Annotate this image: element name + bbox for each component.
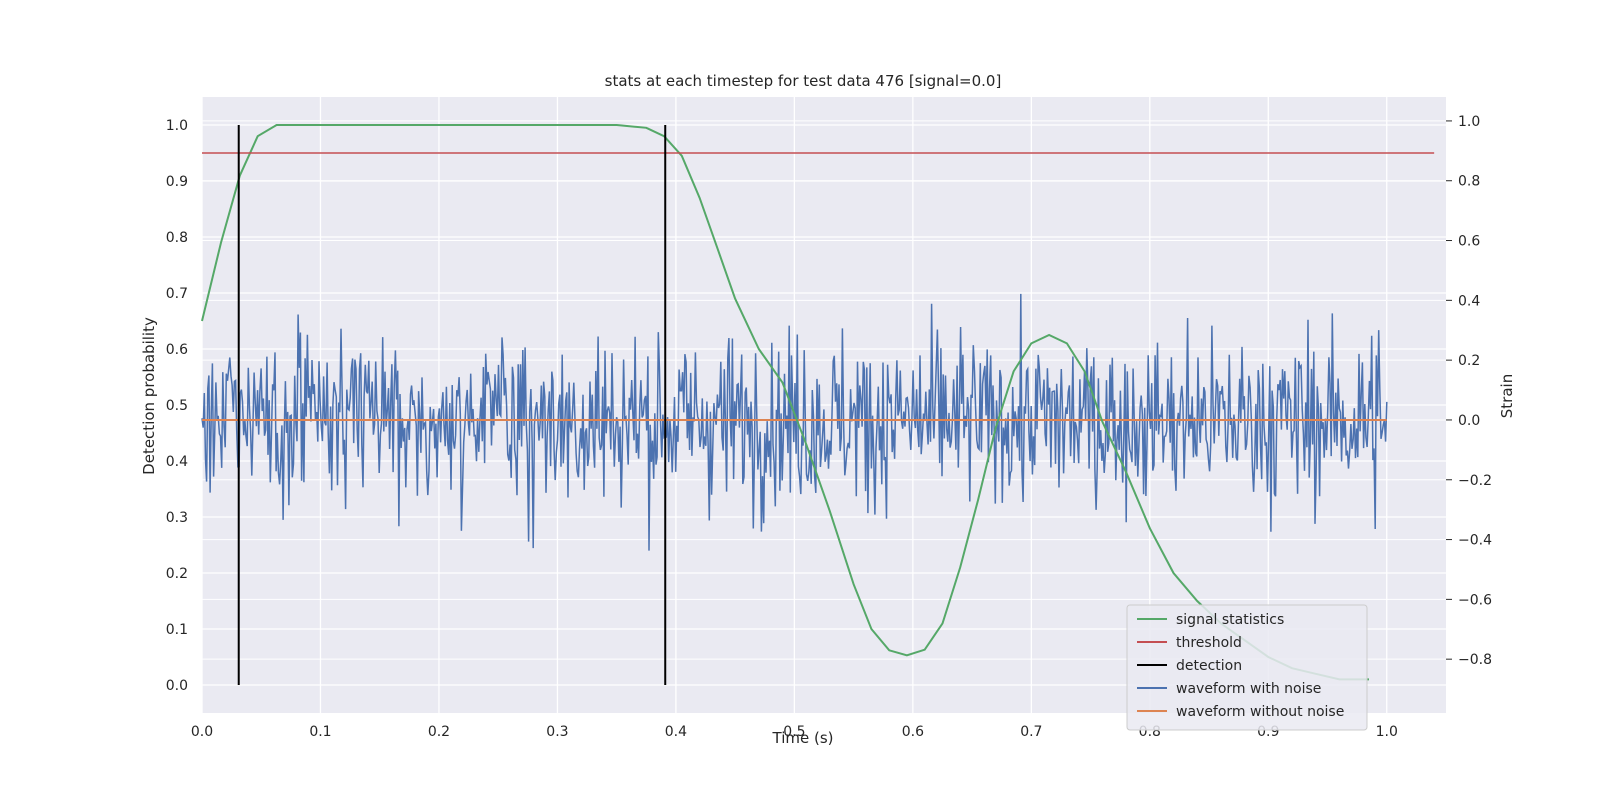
y-tick-label-right: −0.2 [1458,473,1492,489]
y-tick-label-right: −0.6 [1458,592,1492,608]
series-signal-statistics [201,124,1369,681]
x-tick-label: 0.0 [191,724,213,740]
y-tick-label-right: 0.0 [1458,413,1480,429]
legend-label: signal statistics [1176,612,1284,628]
y-tick-label-right: −0.8 [1458,652,1492,668]
y-tick-label-right: 1.0 [1458,114,1480,130]
y-tick-label-left: 0.9 [166,174,188,190]
y-tick-label-left: 0.0 [166,678,188,694]
y-tick-label-left: 0.2 [166,566,188,582]
y-tick-label-right: 0.8 [1458,174,1480,190]
y-tick-label-left: 0.6 [166,342,188,358]
y-tick-label-right: 0.4 [1458,293,1480,309]
y-tick-label-left: 0.4 [166,454,188,470]
x-tick-label: 0.4 [665,724,687,740]
grid [201,97,1446,713]
x-tick-label: 0.6 [902,724,924,740]
y-tick-label-right: −0.4 [1458,533,1492,549]
y-tick-label-right: 0.2 [1458,353,1480,369]
signal-line [201,124,1369,681]
x-tick-label: 0.1 [309,724,331,740]
y-tick-label-left: 0.7 [166,286,188,302]
legend-label: threshold [1176,635,1242,651]
y-tick-label-left: 0.1 [166,622,188,638]
y-tick-label-left: 0.8 [166,230,188,246]
y-tick-label-right: 0.6 [1458,234,1480,250]
legend-label: waveform with noise [1176,681,1321,697]
legend: signal statistics threshold detection wavef… [1126,604,1368,731]
y-axis-title-left: Detection probability [140,317,158,475]
x-tick-label: 0.2 [428,724,450,740]
chart-title: stats at each timestep for test data 476… [605,72,1002,90]
y-tick-label-left: 1.0 [166,118,188,134]
x-tick-label: 0.7 [1020,724,1042,740]
series-detection [237,125,667,685]
y-tick-label-left: 0.3 [166,510,188,526]
x-axis-title: Time (s) [772,729,834,747]
x-tick-label: 0.5 [783,724,805,740]
legend-label: waveform without noise [1176,704,1344,720]
y-tick-label-left: 0.5 [166,398,188,414]
x-tick-label: 0.3 [546,724,568,740]
axes: 0.0 0.1 0.2 0.3 0.4 0.5 0.6 0.7 0.8 0.9 1.0 0.0 0.1 0… [166,114,1492,740]
legend-label: detection [1176,658,1242,674]
x-tick-label: 1.0 [1376,724,1398,740]
legend-box [1126,604,1368,731]
y-axis-title-right: Strain [1498,374,1516,418]
